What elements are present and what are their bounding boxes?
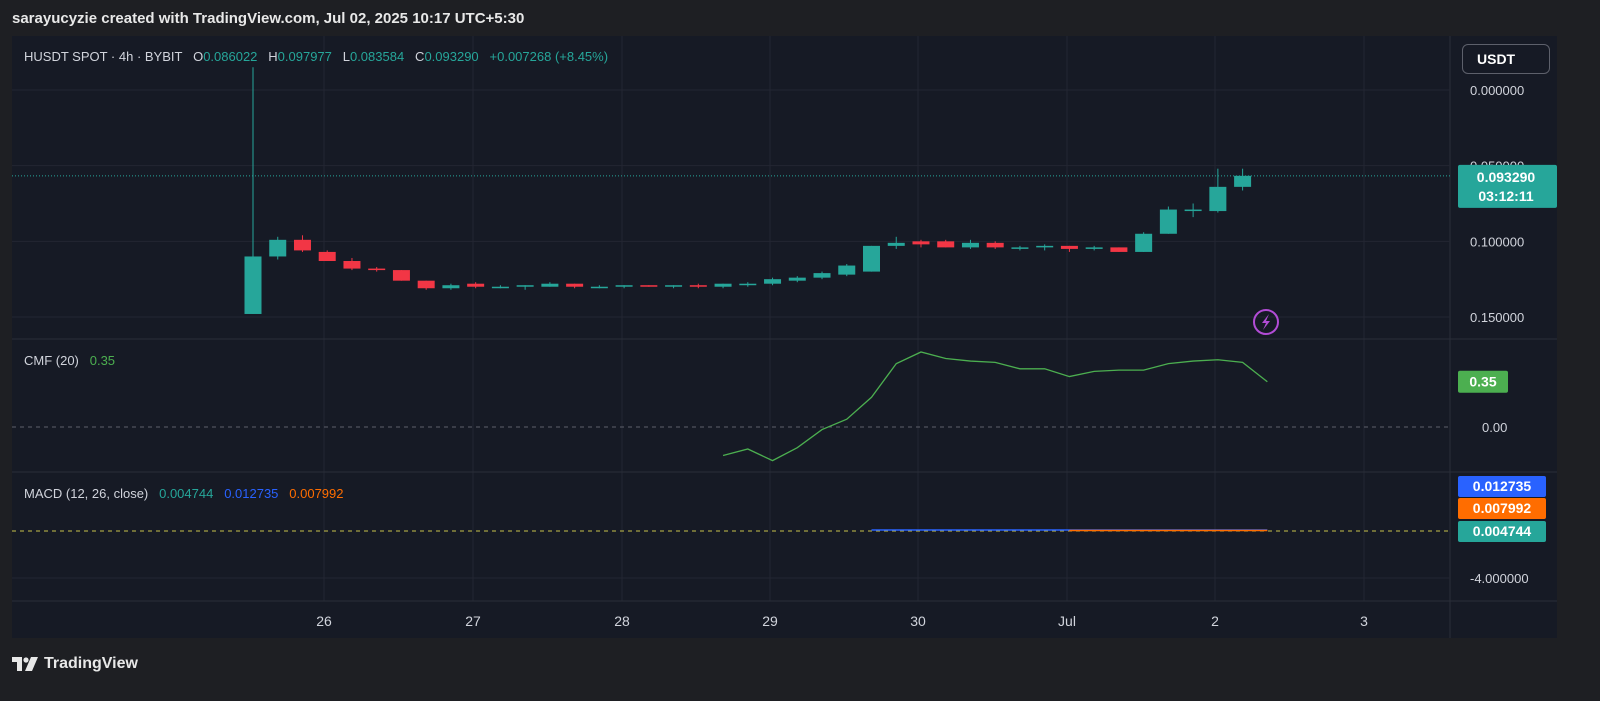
x-tick-label-7: 3 bbox=[1360, 613, 1368, 629]
macd-line-value: 0.012735 bbox=[224, 486, 279, 501]
price-tick-label-3: 0.000000 bbox=[1470, 83, 1524, 98]
candle-body-24 bbox=[838, 265, 856, 275]
macd-hist-tag-box bbox=[1458, 521, 1546, 542]
lightning-bolt-icon bbox=[1253, 309, 1279, 335]
price-legend: HUSDT SPOT · 4h · BYBIT O0.086022 H0.097… bbox=[24, 49, 608, 64]
candle-body-21 bbox=[764, 279, 782, 284]
candle-body-6 bbox=[392, 270, 410, 281]
x-tick-label-6: 2 bbox=[1211, 613, 1219, 629]
cmf-legend: CMF (20) 0.35 bbox=[24, 353, 115, 368]
macd-signal-tag-box bbox=[1458, 498, 1546, 519]
macd-signal-value: 0.007992 bbox=[289, 486, 344, 501]
candle-body-38 bbox=[1184, 209, 1202, 212]
lightning-bolt-glyph bbox=[1262, 314, 1270, 330]
x-tick-label-3: 29 bbox=[762, 613, 778, 629]
candle-body-40 bbox=[1234, 175, 1252, 187]
candle-body-39 bbox=[1209, 186, 1227, 212]
macd-legend: MACD (12, 26, close) 0.004744 0.012735 0… bbox=[24, 486, 344, 501]
candle-body-22 bbox=[788, 277, 806, 281]
symbol-label[interactable]: HUSDT SPOT · 4h · BYBIT bbox=[24, 49, 183, 64]
price-tag-box bbox=[1458, 164, 1557, 208]
candle-body-18 bbox=[689, 285, 707, 287]
candle-body-7 bbox=[417, 280, 435, 289]
candle-body-3 bbox=[318, 251, 336, 262]
high-key: H bbox=[268, 49, 278, 64]
x-tick-label-4: 30 bbox=[910, 613, 926, 629]
candle-body-37 bbox=[1159, 209, 1177, 234]
change-value: +0.007268 (+8.45%) bbox=[489, 49, 609, 64]
price-tick-label-1: 0.100000 bbox=[1470, 234, 1524, 249]
macd-hist-value: 0.004744 bbox=[159, 486, 214, 501]
close-value: 0.093290 bbox=[424, 49, 479, 64]
candle-body-2 bbox=[293, 239, 311, 251]
close-key: C bbox=[415, 49, 425, 64]
x-tick-label-1: 27 bbox=[465, 613, 481, 629]
candle-body-33 bbox=[1060, 245, 1078, 249]
candle-body-36 bbox=[1135, 233, 1153, 252]
macd-hist-tag: 0.004744 bbox=[1473, 523, 1532, 539]
chart-frame[interactable]: 0.1500000.1000000.0500000.0000000.093290… bbox=[12, 36, 1557, 638]
candle-body-13 bbox=[566, 283, 584, 287]
cmf-tick-label-0: 0.00 bbox=[1482, 420, 1507, 435]
low-key: L bbox=[342, 49, 350, 64]
x-tick-label-5: Jul bbox=[1058, 613, 1076, 629]
candle-body-0 bbox=[244, 256, 262, 314]
candle-body-9 bbox=[467, 283, 485, 287]
candle-body-23 bbox=[813, 273, 831, 278]
chart-canvas[interactable]: 0.1500000.1000000.0500000.0000000.093290… bbox=[12, 36, 1557, 638]
candle-body-8 bbox=[442, 285, 460, 289]
candle-body-27 bbox=[912, 241, 930, 245]
tradingview-logo[interactable]: TradingView bbox=[12, 655, 138, 673]
cmf-value: 0.35 bbox=[89, 353, 116, 368]
x-tick-label-2: 28 bbox=[614, 613, 630, 629]
macd-label[interactable]: MACD (12, 26, close) bbox=[24, 486, 149, 501]
macd-tick-label-0: -4.000000 bbox=[1470, 571, 1529, 586]
countdown-label: 03:12:11 bbox=[1478, 188, 1533, 204]
high-value: 0.097977 bbox=[277, 49, 332, 64]
macd-signal-tag: 0.007992 bbox=[1473, 500, 1532, 516]
x-tick-label-0: 26 bbox=[316, 613, 332, 629]
cmf-value-tag: 0.35 bbox=[1469, 374, 1496, 390]
candle-body-25 bbox=[863, 245, 880, 272]
candle-body-31 bbox=[1011, 247, 1029, 249]
candle-body-11 bbox=[516, 285, 534, 287]
price-tag-label: 0.093290 bbox=[1477, 169, 1536, 185]
tradingview-logo-icon bbox=[12, 657, 38, 671]
price-tick-label-0: 0.150000 bbox=[1470, 310, 1524, 325]
chart-caption: sarayucyzie created with TradingView.com… bbox=[12, 10, 525, 27]
tradingview-brand: TradingView bbox=[44, 655, 138, 672]
candle-body-12 bbox=[541, 283, 559, 287]
candle-body-26 bbox=[887, 242, 905, 246]
cmf-label[interactable]: CMF (20) bbox=[24, 353, 79, 368]
open-key: O bbox=[193, 49, 204, 64]
candle-body-30 bbox=[986, 242, 1004, 248]
currency-button[interactable]: USDT bbox=[1462, 44, 1550, 74]
macd-line-tag: 0.012735 bbox=[1473, 478, 1532, 494]
candle-body-29 bbox=[961, 242, 979, 248]
candle-body-19 bbox=[714, 283, 732, 287]
candle-body-34 bbox=[1085, 247, 1103, 249]
candle-body-15 bbox=[615, 285, 633, 287]
candle-body-16 bbox=[640, 285, 658, 287]
candle-body-1 bbox=[269, 239, 287, 257]
candle-body-32 bbox=[1036, 245, 1054, 248]
candle-body-20 bbox=[739, 283, 757, 286]
open-value: 0.086022 bbox=[203, 49, 258, 64]
candle-body-4 bbox=[343, 261, 361, 269]
cmf-line bbox=[722, 351, 1268, 462]
macd-line-tag-box bbox=[1458, 476, 1546, 497]
candle-body-14 bbox=[590, 286, 608, 289]
candle-body-35 bbox=[1110, 247, 1128, 252]
cmf-value-tag-box bbox=[1458, 370, 1508, 393]
candle-body-5 bbox=[368, 268, 386, 271]
candle-body-10 bbox=[491, 286, 509, 289]
low-value: 0.083584 bbox=[349, 49, 405, 64]
candle-body-17 bbox=[665, 285, 683, 287]
candle-body-28 bbox=[937, 241, 955, 248]
